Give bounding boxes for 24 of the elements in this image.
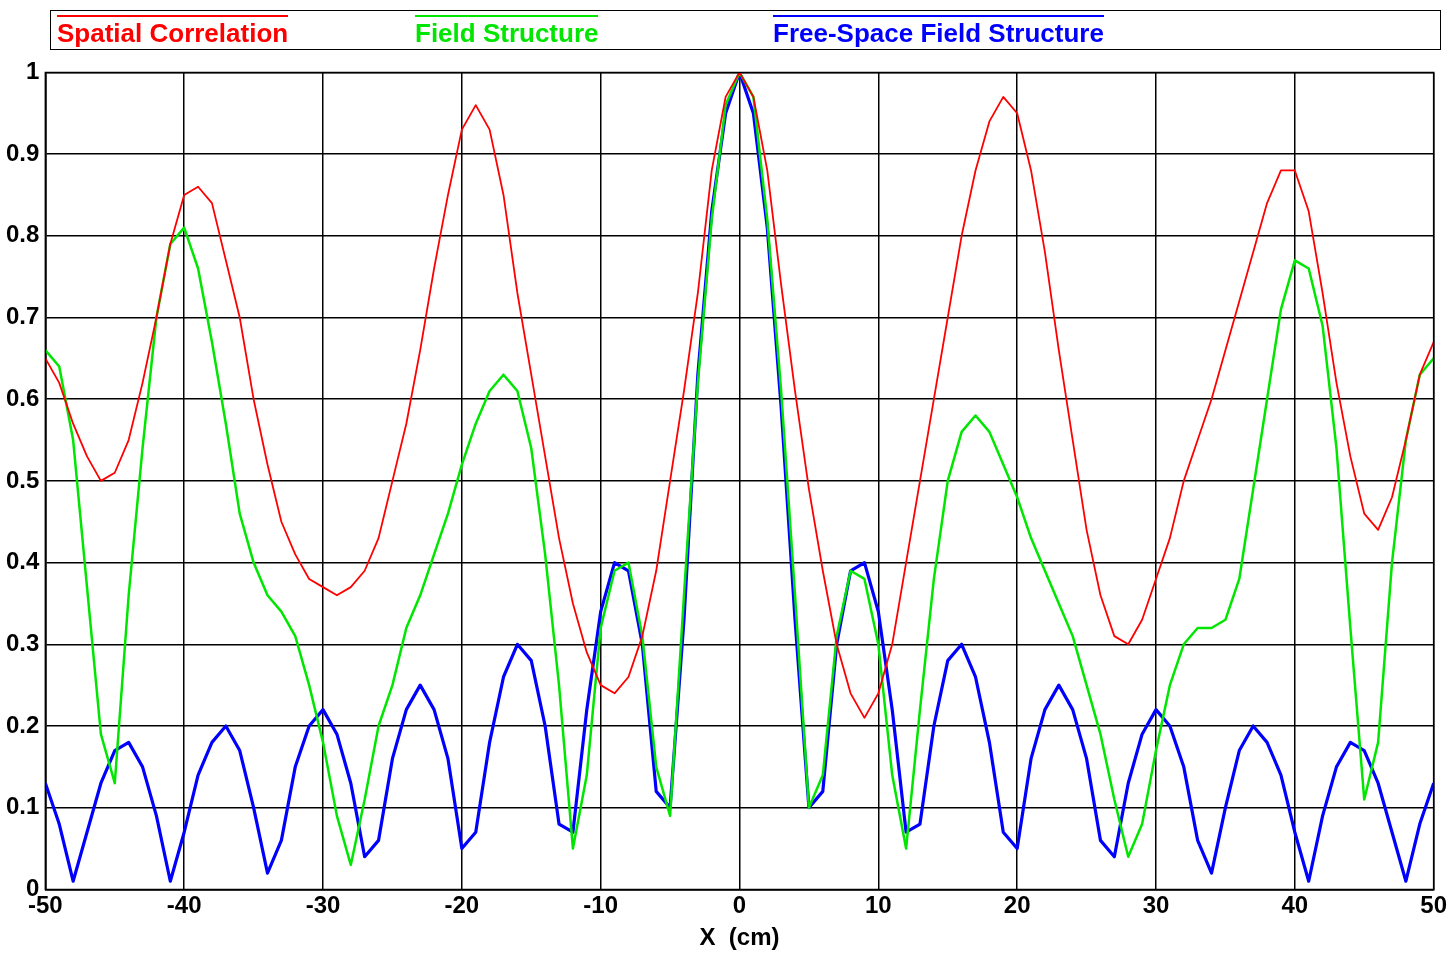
text: Spatial Correlation: [57, 17, 289, 48]
y-tick-label: 0.7: [5, 302, 40, 330]
x-tick-label: -40: [166, 891, 202, 919]
x-tick-label: 0: [732, 891, 747, 919]
x-tick-label: -10: [583, 891, 619, 919]
x-tick-label: 20: [1003, 891, 1031, 919]
y-tick-label: 0.2: [5, 710, 40, 738]
y-tick-label: 0.1: [5, 792, 40, 820]
y-tick-label: 0.3: [5, 628, 40, 656]
y-tick-label: 0.9: [5, 138, 40, 166]
x-tick-label: 30: [1142, 891, 1170, 919]
y-tick-label: 0.5: [5, 465, 40, 493]
x-tick-label: 40: [1281, 891, 1309, 919]
x-tick-label: 50: [1420, 891, 1447, 919]
x-tick-label: -30: [305, 891, 341, 919]
y-tick-label: 1: [26, 57, 40, 85]
x-axis-title: X (cm): [699, 923, 780, 951]
x-tick-label: -20: [444, 891, 480, 919]
series-label: Free-Space Field Structure: [773, 17, 1104, 48]
y-tick-label: 0.4: [5, 547, 40, 575]
x-tick-label: 10: [864, 891, 892, 919]
y-tick-label: 0.8: [5, 220, 40, 248]
text: Field Structure: [415, 17, 599, 48]
y-tick-label: 0.6: [5, 383, 40, 411]
